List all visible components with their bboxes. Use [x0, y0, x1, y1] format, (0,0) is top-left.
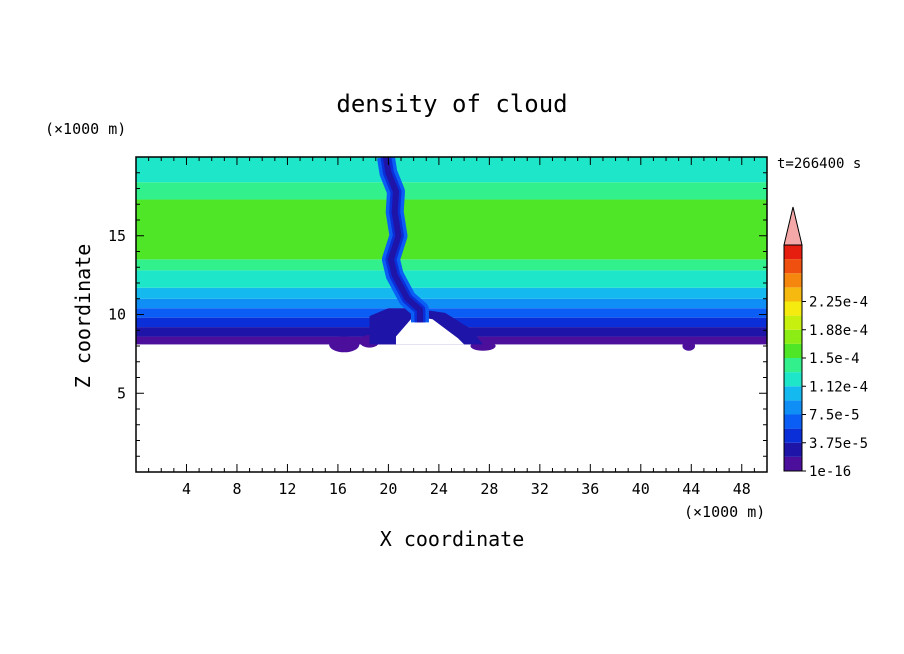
colorbar-band-15 [784, 245, 802, 260]
colorbar-band-7 [784, 358, 802, 373]
colorbar-band-5 [784, 386, 802, 401]
colorbar-band-2 [784, 428, 802, 443]
colorbar-band-10 [784, 315, 802, 330]
plot-area [135, 156, 768, 473]
x-tick-label: 32 [531, 480, 549, 498]
colorbar-band-1 [784, 442, 802, 457]
cloud-layer-6 [136, 270, 767, 288]
colorbar-band-14 [784, 259, 802, 274]
x-tick-label: 40 [632, 480, 650, 498]
plume-core [382, 157, 423, 323]
colorbar-band-11 [784, 301, 802, 316]
cloud-layer-8 [136, 199, 767, 260]
cloud-layer-3 [136, 308, 767, 318]
chart-title: density of cloud [336, 90, 567, 118]
colorbar-label: 1.88e-4 [809, 323, 868, 339]
x-tick-label: 16 [329, 480, 347, 498]
cloud-layer-9 [136, 182, 767, 200]
x-tick-label: 36 [581, 480, 599, 498]
colorbar-band-12 [784, 287, 802, 302]
colorbar-band-3 [784, 414, 802, 429]
colorbar-label: 1.5e-4 [809, 351, 860, 367]
cloud-layer-7 [136, 259, 767, 271]
x-tick-label: 4 [182, 480, 191, 498]
y-tick-label: 5 [117, 384, 126, 402]
colorbar-label: 2.25e-4 [809, 295, 868, 311]
x-tick-label: 12 [278, 480, 296, 498]
colorbar-label: 1e-16 [809, 464, 851, 480]
x-axis: 4 8 12 16 20 24 28 32 36 40 44 48 [148, 157, 755, 498]
colorbar-label: 1.12e-4 [809, 379, 868, 395]
y-axis: 5 10 15 [108, 172, 767, 457]
colorbar-label: 7.5e-5 [809, 408, 860, 424]
x-tick-label: 8 [232, 480, 241, 498]
y-unit-label: (×1000 m) [45, 120, 126, 138]
x-tick-label: 48 [733, 480, 751, 498]
colorbar-label: 3.75e-5 [809, 436, 868, 452]
colorbar-extend-arrow [783, 206, 803, 246]
y-tick-label: 15 [108, 227, 126, 245]
x-tick-label: 24 [430, 480, 448, 498]
plume-clear-core [395, 316, 465, 345]
colorbar: 1e-16 3.75e-5 7.5e-5 1.12e-4 1.5e-4 1.88e-4 2.… [783, 206, 868, 480]
colorbar-band-6 [784, 372, 802, 387]
colorbar-band-9 [784, 329, 802, 344]
colorbar-band-0 [784, 456, 802, 471]
colorbar-band-8 [784, 343, 802, 358]
x-tick-label: 28 [480, 480, 498, 498]
time-label: t=266400 s [777, 156, 861, 172]
cloud-layer-10 [136, 157, 767, 183]
x-tick-label: 20 [379, 480, 397, 498]
cloud-layer-5 [136, 287, 767, 299]
colorbar-band-4 [784, 400, 802, 415]
colorbar-band-13 [784, 273, 802, 288]
cloud-base-lobe-0 [329, 336, 360, 353]
x-axis-title: X coordinate [380, 527, 525, 551]
x-unit-label: (×1000 m) [684, 503, 765, 521]
y-tick-label: 10 [108, 306, 126, 324]
x-tick-label: 44 [682, 480, 700, 498]
y-axis-title: Z coordinate [71, 244, 95, 389]
cloud-layer-4 [136, 298, 767, 309]
cloud-base-lobe-3 [682, 341, 696, 351]
